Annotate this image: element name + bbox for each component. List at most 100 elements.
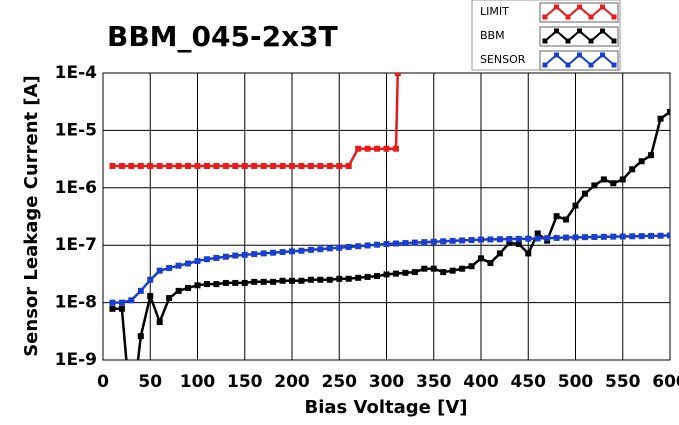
data-point bbox=[317, 276, 324, 283]
legend-marker bbox=[600, 52, 605, 58]
data-point bbox=[345, 244, 352, 251]
data-point bbox=[128, 297, 135, 304]
data-point bbox=[449, 237, 456, 244]
data-point bbox=[128, 414, 134, 420]
legend-marker bbox=[565, 62, 571, 68]
data-point bbox=[137, 333, 144, 340]
data-point bbox=[317, 162, 324, 169]
legend-marker bbox=[554, 28, 559, 34]
data-point bbox=[374, 241, 381, 248]
data-point bbox=[147, 162, 154, 169]
data-point bbox=[591, 182, 598, 189]
data-point bbox=[506, 236, 513, 243]
legend-marker bbox=[588, 38, 594, 44]
legend-marker bbox=[542, 14, 548, 20]
data-point bbox=[222, 279, 229, 286]
data-point bbox=[355, 274, 362, 281]
data-point bbox=[307, 162, 314, 169]
data-point bbox=[638, 158, 645, 165]
data-point bbox=[430, 238, 437, 245]
data-point bbox=[166, 265, 173, 272]
data-point bbox=[421, 265, 428, 272]
data-point bbox=[298, 277, 305, 284]
x-tick-label: 450 bbox=[511, 372, 547, 392]
data-point bbox=[629, 233, 636, 240]
data-point bbox=[251, 278, 258, 285]
x-tick-label: 150 bbox=[227, 372, 263, 392]
data-point bbox=[581, 190, 588, 197]
data-point bbox=[118, 162, 125, 169]
data-point bbox=[374, 273, 381, 280]
data-point bbox=[147, 293, 154, 300]
data-point bbox=[487, 236, 494, 243]
data-point bbox=[394, 73, 401, 76]
data-point bbox=[553, 213, 560, 220]
data-point bbox=[166, 162, 173, 169]
data-point bbox=[175, 287, 182, 294]
data-point bbox=[440, 238, 447, 245]
x-tick-label: 50 bbox=[138, 372, 162, 392]
data-point bbox=[355, 243, 362, 250]
data-point bbox=[449, 267, 456, 274]
x-tick-label: 0 bbox=[97, 372, 109, 392]
data-point bbox=[648, 152, 655, 159]
data-point bbox=[118, 305, 125, 312]
data-point bbox=[383, 240, 390, 247]
data-point bbox=[118, 299, 125, 306]
x-tick-label: 550 bbox=[605, 372, 641, 392]
x-tick-label: 400 bbox=[463, 372, 499, 392]
data-point bbox=[402, 269, 409, 276]
data-point bbox=[478, 255, 484, 262]
data-point bbox=[175, 262, 182, 269]
data-point bbox=[109, 305, 116, 312]
data-point bbox=[459, 265, 466, 272]
legend-swatch-box bbox=[539, 2, 619, 23]
data-point bbox=[581, 234, 588, 241]
data-point bbox=[440, 269, 447, 276]
data-point bbox=[515, 240, 522, 247]
data-point bbox=[345, 162, 352, 169]
data-point bbox=[364, 273, 371, 280]
x-tick-label: 600 bbox=[652, 372, 679, 392]
data-point bbox=[289, 277, 295, 284]
grid: 0 50 100 150 200 250 300 350 400 450 500 550 600 1E-9… bbox=[55, 63, 679, 392]
legend: LIMIT BBM SENSOR bbox=[471, 0, 621, 71]
data-point bbox=[289, 248, 295, 255]
data-point bbox=[203, 256, 210, 263]
data-point bbox=[411, 239, 418, 246]
x-tick-label: 300 bbox=[369, 372, 405, 392]
legend-marker bbox=[611, 38, 617, 44]
data-point bbox=[374, 145, 381, 152]
data-point bbox=[638, 233, 645, 240]
data-point bbox=[326, 276, 333, 283]
chart-title: BBM_045-2x3T bbox=[107, 20, 338, 53]
legend-marker bbox=[600, 4, 605, 10]
data-point bbox=[185, 162, 192, 169]
data-point bbox=[667, 108, 670, 115]
data-point bbox=[657, 232, 664, 239]
data-point bbox=[619, 176, 626, 183]
data-point bbox=[279, 277, 286, 284]
data-point bbox=[251, 162, 258, 169]
data-point bbox=[355, 145, 362, 152]
data-point bbox=[534, 235, 541, 242]
data-point bbox=[137, 162, 144, 169]
data-point bbox=[487, 259, 494, 266]
legend-marker bbox=[542, 38, 548, 44]
data-point bbox=[232, 162, 239, 169]
data-point bbox=[430, 265, 437, 272]
data-point bbox=[222, 253, 229, 260]
data-point bbox=[109, 299, 116, 306]
data-point bbox=[156, 162, 163, 169]
data-point bbox=[336, 162, 343, 169]
legend-marker bbox=[577, 4, 582, 10]
legend-swatch-box bbox=[539, 26, 619, 47]
legend-marker bbox=[565, 38, 571, 44]
legend-marker bbox=[577, 52, 582, 58]
data-point bbox=[260, 250, 267, 257]
data-point bbox=[364, 145, 371, 152]
y-tick-label: 1E-9 bbox=[55, 350, 97, 370]
x-axis-label: Bias Voltage [V] bbox=[305, 397, 468, 418]
data-point bbox=[307, 276, 314, 283]
